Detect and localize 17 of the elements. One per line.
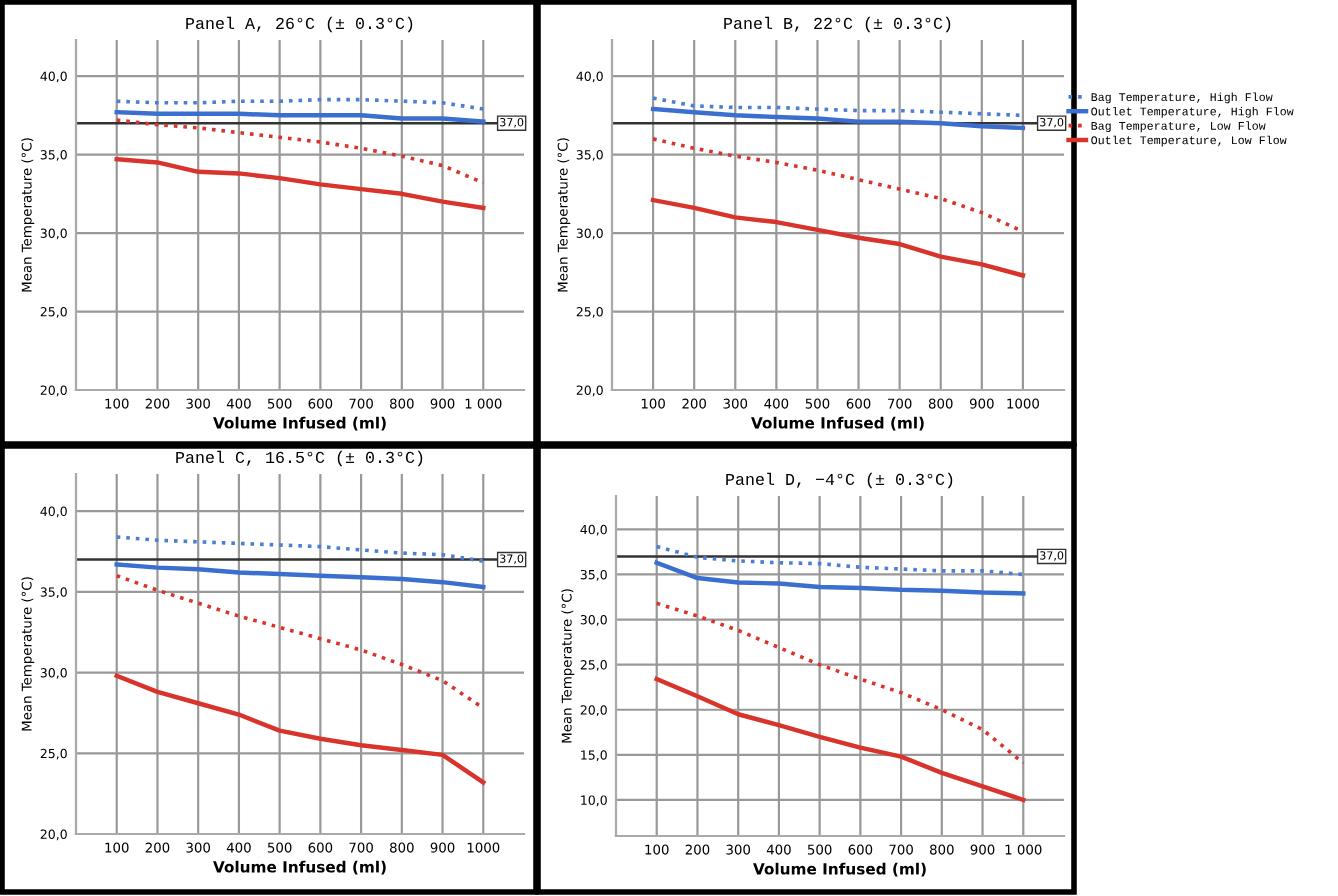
line-series [114, 673, 486, 785]
chart-title: Panel D, −4°C (± 0.3°C) [726, 472, 953, 489]
line-series [650, 106, 1026, 131]
chart-title: Panel B, 22°C (± 0.3°C) [724, 16, 951, 33]
line-series [654, 676, 1026, 803]
chart-title: Panel A, 26°C (± 0.3°C) [186, 16, 413, 33]
line-series [114, 562, 486, 590]
line-series [114, 157, 486, 211]
line-series [654, 544, 1026, 577]
line-series [654, 601, 1026, 765]
line-series [114, 573, 486, 710]
line-series [651, 96, 1025, 118]
chart-title: Panel C, 16.5°C (± 0.3°C) [176, 450, 423, 467]
line-series [650, 197, 1026, 278]
line-series [114, 535, 486, 563]
line-series [654, 560, 1026, 596]
line-series [114, 118, 486, 185]
